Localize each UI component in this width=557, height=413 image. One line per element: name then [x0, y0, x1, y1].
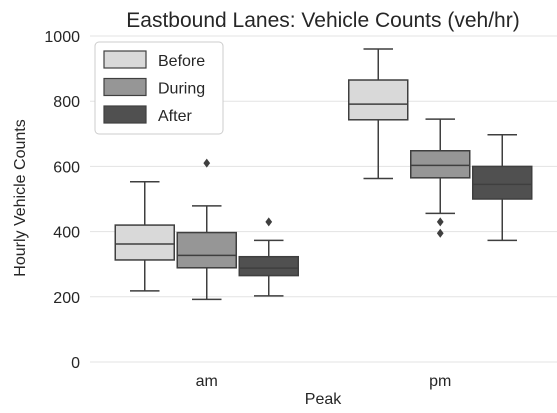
outlier-point [436, 217, 444, 227]
outlier-point [436, 228, 444, 238]
box-iqr [472, 165, 533, 200]
outlier-point [265, 217, 273, 227]
legend-label: Before [158, 53, 205, 70]
legend-swatch [103, 50, 147, 69]
box-iqr [238, 255, 299, 277]
chart-title: Eastbound Lanes: Vehicle Counts (veh/hr) [126, 9, 519, 32]
box-iqr [410, 150, 471, 179]
box-iqr [176, 231, 237, 269]
legend-label: During [158, 81, 205, 98]
tick-layer: 0 200 400 600 800 1000 am pm [44, 29, 451, 390]
y-tick-label: 1000 [44, 29, 80, 46]
y-tick-label: 800 [53, 94, 80, 111]
x-tick-label: pm [429, 373, 451, 390]
y-tick-label: 400 [53, 225, 80, 242]
box-layer [114, 48, 533, 301]
x-tick-label: am [196, 373, 218, 390]
outlier-point [203, 158, 211, 168]
y-tick-label: 0 [71, 355, 80, 372]
box-iqr [348, 79, 409, 121]
x-axis-label: Peak [305, 391, 342, 408]
box-iqr [114, 224, 175, 261]
legend-label: After [158, 108, 192, 125]
legend-swatch [103, 77, 147, 97]
y-axis-label: Hourly Vehicle Counts [12, 119, 29, 276]
legend: Before During After [94, 41, 224, 135]
y-tick-label: 600 [53, 159, 80, 176]
legend-swatch [103, 105, 147, 124]
legend-items: Before During After [103, 50, 205, 125]
y-tick-label: 200 [53, 290, 80, 307]
